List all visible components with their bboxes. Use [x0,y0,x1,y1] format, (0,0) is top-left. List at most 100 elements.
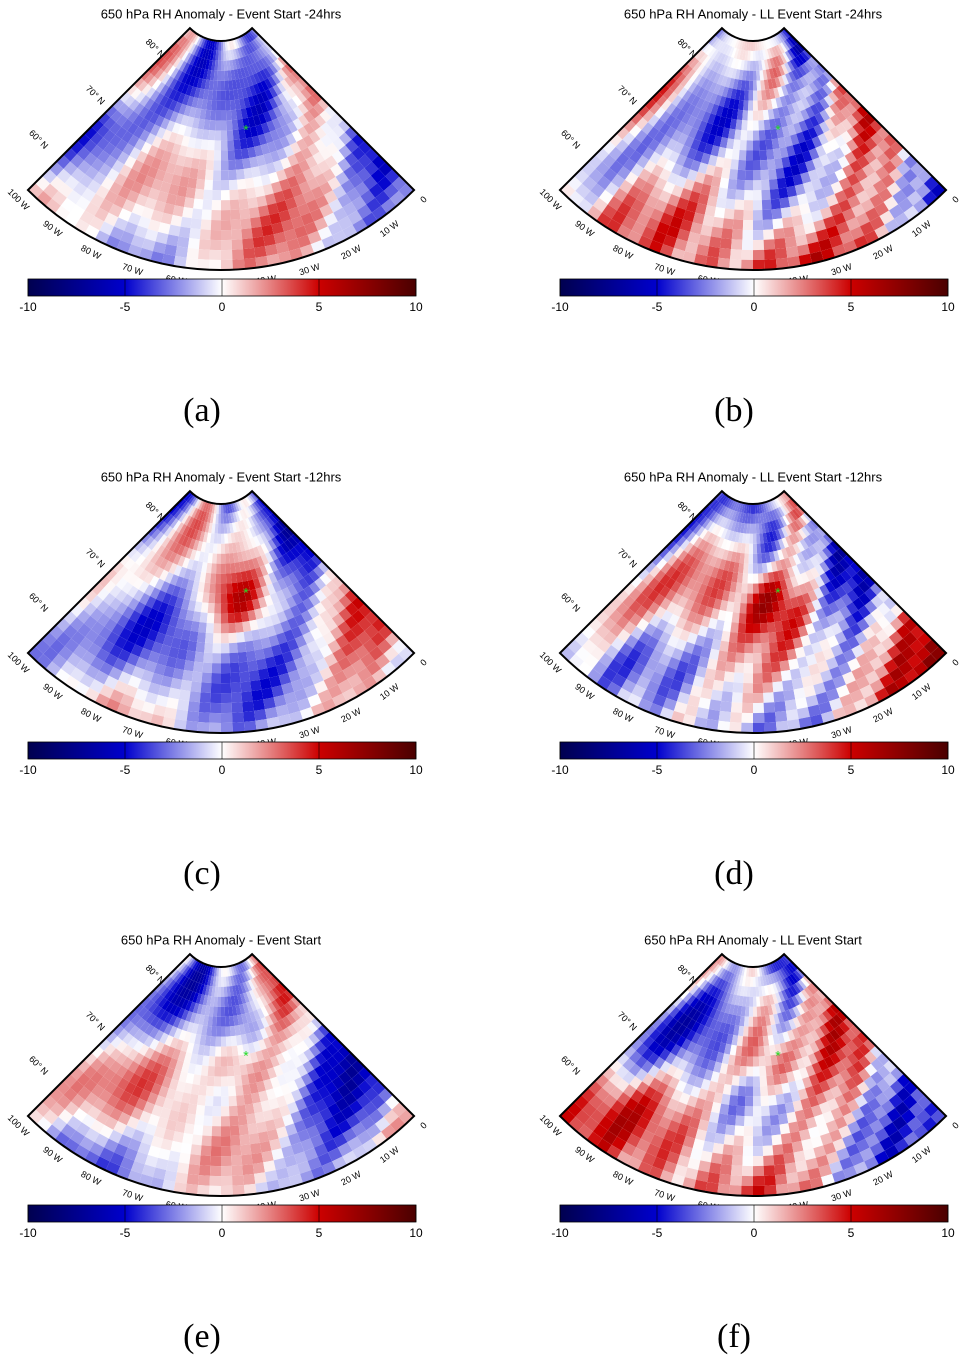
field-cell [729,632,738,643]
field-cell [216,1027,221,1037]
field-cell [221,260,233,270]
field-cell [216,574,221,584]
field-cell [208,593,215,603]
field-cell [216,1017,221,1027]
field-cell [772,1134,783,1145]
field-cell [215,1047,221,1057]
field-cell [221,230,232,240]
field-cell [210,1166,221,1176]
field-cell [231,682,242,693]
field-cell [218,987,221,997]
field-cell [740,603,747,613]
field-cell [759,1066,766,1076]
field-cell [714,1133,725,1144]
field-cell [773,691,784,702]
field-cell [210,1176,221,1186]
field-cell [743,1026,748,1036]
field-cell [785,236,797,247]
field-cell [771,662,781,673]
field-cell [197,259,209,270]
field-cell [734,672,744,683]
field-cell [197,1095,206,1106]
field-cell [742,250,753,260]
field-cell [245,1104,255,1115]
field-cell [212,190,221,200]
field-cell [210,573,216,583]
field-cell [208,1056,215,1066]
field-cell [168,225,180,237]
field-cell [770,652,780,663]
station-marker: * [775,122,781,138]
colorbar-tick-label: 10 [409,763,423,777]
field-cell [221,713,232,723]
field-cell [773,228,784,239]
field-cell [728,1105,737,1116]
field-cell [177,699,189,710]
field-cell [226,1036,232,1046]
field-cell [197,169,206,180]
field-cell [764,702,775,713]
field-cell [245,178,255,189]
field-cell [211,1136,221,1146]
field-cell [725,199,735,210]
field-cell [212,663,221,673]
field-cell [744,200,753,210]
field-cell [212,1016,217,1026]
field-cell [740,130,747,140]
field-cell [753,1047,759,1057]
lat-label: 70° N [84,547,107,570]
colorbar-tick-label: 5 [848,763,855,777]
field-cell [763,229,774,240]
lon-label: 90 W [573,218,596,239]
field-cell [229,170,237,180]
field-cell [747,1047,753,1057]
colorbar-tick-label: 5 [316,1226,323,1240]
lon-label: 20 W [339,243,363,262]
field-cell [211,563,216,573]
field-cell [732,229,743,240]
field-cell [200,1155,211,1166]
field-cell [738,1086,746,1096]
field-cell [713,680,724,691]
lon-label: 0 [418,657,429,668]
field-cell [758,573,764,583]
field-cell [249,207,260,218]
lon-label: 10 W [378,681,401,702]
field-cell [726,1115,736,1126]
field-cell [251,1153,263,1164]
field-cell [761,1106,770,1116]
field-cell [217,534,221,544]
field-cell [766,149,774,160]
field-cell [254,709,267,721]
field-cell [243,248,255,259]
field-cell [187,1104,197,1115]
field-cell [748,101,753,111]
field-cell [241,1154,252,1165]
field-cell [744,1126,753,1136]
field-cell [221,1037,226,1047]
field-cell [745,1086,753,1096]
field-cell [221,180,229,190]
field-cell [237,179,246,190]
field-cell [753,81,757,91]
field-cell [238,189,248,200]
panel-title: 650 hPa RH Anomaly - Event Start [121,932,322,947]
field-cell [753,643,761,653]
field-cell [184,1123,194,1134]
field-cell [221,554,226,564]
field-cell [760,613,768,623]
field-cell [730,712,742,723]
field-cell [780,1123,790,1134]
lon-label: 0 [418,194,429,205]
field-cell [212,553,217,563]
field-cell [221,240,232,250]
lat-label: 60° N [27,1054,50,1077]
field-cell [741,120,747,130]
field-cell [753,1116,762,1126]
station-marker: * [243,1048,249,1064]
field-cell [204,643,213,653]
field-cell [700,225,712,237]
field-cell [235,159,243,170]
panel: 650 hPa RH Anomaly - LL Event Start -24h… [538,6,960,428]
